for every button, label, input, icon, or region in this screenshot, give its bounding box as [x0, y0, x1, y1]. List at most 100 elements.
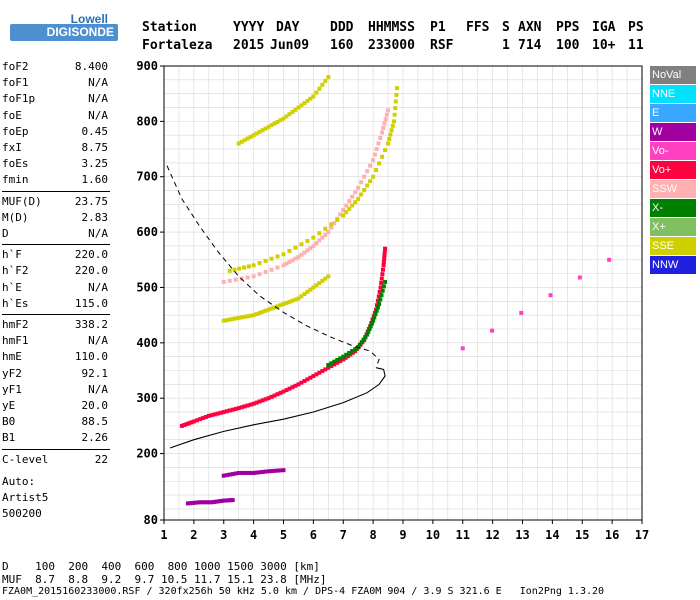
data-point	[239, 315, 244, 320]
param-value: 20.0	[81, 399, 109, 412]
data-point	[287, 248, 292, 253]
data-point	[224, 318, 229, 323]
data-point	[308, 375, 313, 380]
data-point	[287, 112, 292, 117]
data-point	[281, 468, 286, 473]
x-tick-label: 7	[340, 528, 347, 542]
y-tick-label: 300	[136, 391, 158, 405]
muf-row: MUF 8.7 8.8 9.2 9.7 10.5 11.7 15.1 23.8 …	[2, 573, 327, 586]
data-point	[357, 342, 362, 347]
legend-item-e: E	[650, 104, 696, 122]
data-point	[293, 107, 298, 112]
param-label: h`F2	[2, 264, 29, 278]
data-point	[278, 303, 283, 308]
logo-top-text: Lowell	[70, 12, 108, 26]
data-point	[323, 226, 328, 231]
data-point	[368, 324, 373, 329]
data-point	[190, 500, 195, 505]
x-tick-label: 9	[399, 528, 406, 542]
data-point	[205, 500, 210, 505]
data-point	[299, 380, 304, 385]
data-point	[320, 278, 325, 283]
param-divider	[2, 314, 110, 315]
param-label: MUF(D)	[2, 194, 42, 208]
data-point	[314, 241, 319, 246]
param-hf2: h`F2 220.0	[2, 264, 108, 280]
echo-traces	[179, 75, 612, 506]
data-point	[224, 409, 229, 414]
x-tick-label: 14	[545, 528, 559, 542]
data-point	[353, 347, 358, 352]
param-fof1: foF1 N/A	[2, 76, 108, 92]
data-point	[296, 255, 301, 260]
data-point	[293, 297, 298, 302]
header-value: 10+	[592, 38, 616, 53]
data-point	[251, 133, 256, 138]
data-point	[366, 329, 371, 334]
data-point	[356, 196, 361, 201]
data-point	[227, 408, 232, 413]
data-point	[263, 269, 268, 274]
data-point	[382, 256, 387, 261]
data-point	[209, 413, 214, 418]
x-tick-label: 8	[370, 528, 377, 542]
data-point	[248, 470, 253, 475]
data-point	[257, 470, 262, 475]
param-hme: hmE 110.0	[2, 350, 108, 366]
data-point	[381, 259, 386, 264]
data-point	[350, 349, 355, 354]
legend-item-noval: NoVal	[650, 66, 696, 84]
data-point	[236, 406, 241, 411]
data-point	[278, 118, 283, 123]
data-point	[202, 500, 207, 505]
header-label-ps: PS	[628, 20, 644, 35]
data-point	[329, 222, 334, 227]
param-yf1: yF1 N/A	[2, 383, 108, 399]
data-point	[380, 272, 385, 277]
data-point	[382, 253, 387, 258]
param-mufd: MUF(D) 23.75	[2, 195, 108, 211]
data-point	[230, 472, 235, 477]
param-divider	[2, 448, 110, 450]
x-tick-label: 16	[605, 528, 619, 542]
data-point	[393, 99, 398, 104]
data-point	[263, 397, 268, 402]
data-point	[293, 383, 298, 388]
param-value: 22	[94, 452, 108, 466]
series-x-trace	[326, 279, 388, 367]
data-point	[380, 267, 385, 272]
data-point	[263, 126, 268, 131]
x-tick-label: 3	[220, 528, 227, 542]
data-point	[266, 307, 271, 312]
data-point	[302, 101, 307, 106]
data-point	[317, 231, 322, 236]
data-point	[389, 128, 394, 133]
x-tick-label: 1	[160, 528, 167, 542]
data-point	[275, 392, 280, 397]
data-point	[359, 180, 364, 185]
data-point	[341, 357, 346, 362]
data-point	[233, 316, 238, 321]
data-point	[251, 401, 256, 406]
data-point	[361, 337, 366, 342]
param-note: 500200	[2, 506, 42, 520]
data-point	[519, 310, 524, 315]
data-point	[290, 298, 295, 303]
param-label: h`F	[2, 248, 22, 262]
data-point	[329, 225, 334, 230]
header-value: 100	[556, 38, 580, 53]
data-point	[293, 245, 298, 250]
param-label: B0	[2, 415, 16, 429]
data-point	[251, 470, 256, 475]
data-point	[386, 141, 391, 146]
data-point	[338, 356, 343, 361]
param-label: foF2	[2, 60, 29, 73]
data-point	[232, 267, 237, 272]
legend-item-nne: NNE	[650, 85, 696, 103]
param-value: 3.25	[81, 157, 109, 171]
data-point	[260, 469, 265, 474]
data-point	[242, 404, 247, 409]
data-point	[287, 259, 292, 264]
data-point	[344, 210, 349, 215]
data-point	[380, 154, 385, 159]
